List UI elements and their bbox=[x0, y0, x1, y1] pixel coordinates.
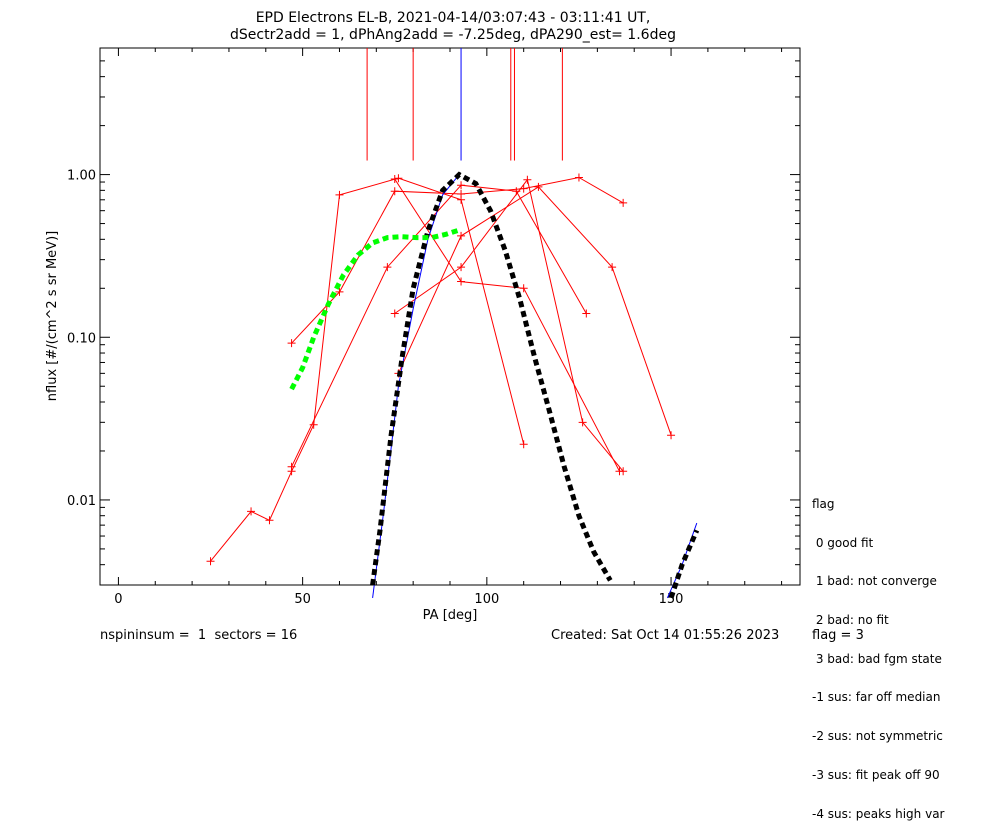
x-tick-label: 0 bbox=[114, 592, 122, 607]
plot-frame bbox=[100, 48, 800, 585]
legend-item: -3 sus: fit peak off 90 bbox=[812, 769, 944, 782]
x-axis-label: PA [deg] bbox=[423, 608, 478, 623]
legend-title: flag bbox=[812, 498, 944, 511]
data-point bbox=[457, 278, 465, 286]
y-tick-label: 0.10 bbox=[67, 331, 96, 346]
data-point bbox=[615, 467, 623, 475]
data-point bbox=[667, 431, 675, 439]
legend-item: 3 bad: bad fgm state bbox=[812, 653, 944, 666]
fit-curve bbox=[671, 530, 697, 598]
legend-item: 2 bad: no fit bbox=[812, 614, 944, 627]
series-line bbox=[395, 180, 624, 472]
series-line bbox=[667, 523, 696, 598]
legend-item: -4 sus: peaks high var bbox=[812, 808, 944, 821]
legend-item: -2 sus: not symmetric bbox=[812, 730, 944, 743]
data-point bbox=[457, 190, 465, 198]
data-point bbox=[582, 309, 590, 317]
series-line bbox=[292, 178, 624, 344]
chart-title: EPD Electrons EL-B, 2021-04-14/03:07:43 … bbox=[256, 10, 651, 26]
y-axis-label: nflux [#/(cm^2 s sr MeV)] bbox=[45, 231, 60, 401]
flag-legend: flag 0 good fit 1 bad: not converge 2 ba… bbox=[812, 472, 944, 833]
data-point bbox=[457, 232, 465, 240]
chart-subtitle: dSectr2add = 1, dPhAng2add = -7.25deg, d… bbox=[230, 27, 676, 43]
y-tick-label: 1.00 bbox=[67, 169, 96, 184]
x-tick-label: 50 bbox=[294, 592, 311, 607]
legend-item: 1 bad: not converge bbox=[812, 575, 944, 588]
x-tick-label: 100 bbox=[474, 592, 499, 607]
data-point bbox=[335, 191, 343, 199]
data-point bbox=[619, 199, 627, 207]
data-point bbox=[391, 187, 399, 195]
legend-item: 0 good fit bbox=[812, 537, 944, 550]
legend-item: -1 sus: far off median bbox=[812, 691, 944, 704]
footer-spin-info: nspininsum = 1 sectors = 16 bbox=[100, 628, 297, 643]
series-line bbox=[395, 179, 620, 471]
y-tick-label: 0.01 bbox=[67, 494, 96, 509]
footer-flag: flag = 3 bbox=[812, 628, 864, 643]
footer-created: Created: Sat Oct 14 01:55:26 2023 bbox=[551, 628, 779, 643]
data-point bbox=[391, 309, 399, 317]
series-line bbox=[211, 178, 524, 561]
data-point bbox=[523, 176, 531, 184]
data-point bbox=[575, 173, 583, 181]
data-point bbox=[391, 175, 399, 183]
data-point bbox=[520, 440, 528, 448]
data-point bbox=[265, 516, 273, 524]
data-point bbox=[520, 284, 528, 292]
data-point bbox=[288, 463, 296, 471]
fit-curve bbox=[292, 229, 462, 389]
